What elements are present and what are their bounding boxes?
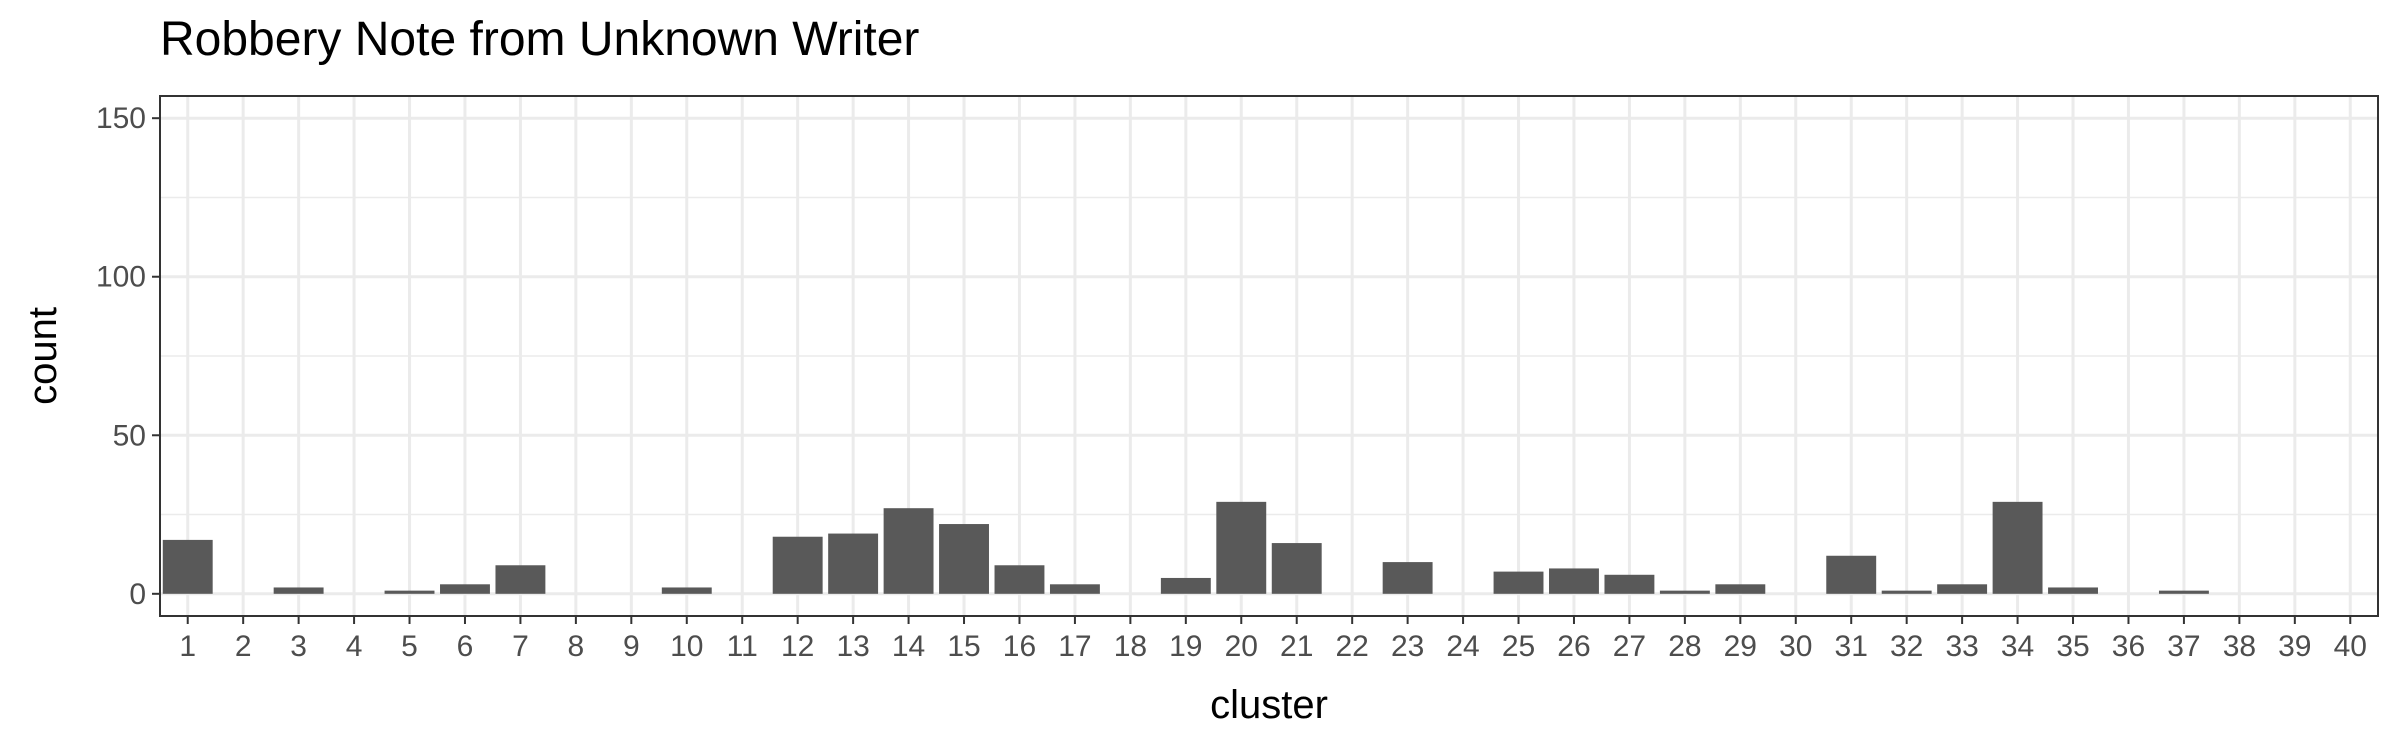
x-tick-label: 12 bbox=[781, 630, 814, 663]
x-tick-label: 33 bbox=[1945, 630, 1978, 663]
bar-cluster-37 bbox=[2158, 590, 2209, 594]
x-tick-label: 2 bbox=[235, 630, 252, 663]
x-tick-label: 26 bbox=[1557, 630, 1590, 663]
bar-cluster-16 bbox=[994, 565, 1045, 594]
bar-cluster-31 bbox=[1826, 555, 1877, 594]
x-tick-label: 15 bbox=[947, 630, 980, 663]
x-tick-label: 30 bbox=[1779, 630, 1812, 663]
x-tick-label: 40 bbox=[2334, 630, 2367, 663]
x-axis-title: cluster bbox=[1210, 683, 1328, 727]
bar-cluster-32 bbox=[1881, 590, 1932, 594]
bar-cluster-15 bbox=[939, 524, 989, 594]
x-tick-label: 19 bbox=[1169, 630, 1202, 663]
x-tick-label: 36 bbox=[2112, 630, 2145, 663]
x-tick-label: 21 bbox=[1280, 630, 1313, 663]
x-tick-label: 27 bbox=[1613, 630, 1646, 663]
bar-cluster-29 bbox=[1715, 584, 1766, 594]
bar-cluster-27 bbox=[1604, 574, 1655, 594]
bar-cluster-25 bbox=[1493, 571, 1544, 594]
bar-cluster-12 bbox=[772, 536, 823, 594]
x-tick-label: 10 bbox=[670, 630, 703, 663]
x-tick-label: 9 bbox=[623, 630, 640, 663]
x-tick-label: 7 bbox=[512, 630, 529, 663]
x-tick-label: 29 bbox=[1724, 630, 1757, 663]
x-tick-label: 32 bbox=[1890, 630, 1923, 663]
bar-cluster-3 bbox=[273, 587, 324, 594]
bar-cluster-34 bbox=[1992, 501, 2043, 594]
bar-cluster-5 bbox=[384, 590, 435, 594]
chart-title: Robbery Note from Unknown Writer bbox=[160, 13, 920, 66]
x-tick-label: 3 bbox=[290, 630, 307, 663]
x-tick-label: 4 bbox=[346, 630, 363, 663]
x-tick-label: 24 bbox=[1446, 630, 1479, 663]
y-axis-title: count bbox=[21, 307, 65, 405]
bar-cluster-20 bbox=[1216, 501, 1267, 594]
x-tick-label: 11 bbox=[727, 630, 758, 663]
bar-cluster-28 bbox=[1659, 590, 1710, 594]
x-tick-label: 25 bbox=[1502, 630, 1535, 663]
x-tick-label: 8 bbox=[568, 630, 585, 663]
x-tick-label: 13 bbox=[836, 630, 869, 663]
bar-cluster-21 bbox=[1271, 543, 1322, 594]
grid-lines bbox=[160, 96, 2378, 616]
x-tick-label: 23 bbox=[1391, 630, 1424, 663]
bar-cluster-17 bbox=[1049, 584, 1100, 594]
x-tick-label: 6 bbox=[457, 630, 474, 663]
x-tick-label: 16 bbox=[1003, 630, 1036, 663]
y-tick-label: 100 bbox=[96, 261, 146, 294]
x-tick-label: 14 bbox=[892, 630, 925, 663]
x-tick-label: 37 bbox=[2167, 630, 2200, 663]
x-tick-label: 20 bbox=[1225, 630, 1258, 663]
bar-cluster-26 bbox=[1549, 568, 1599, 594]
x-tick-label: 38 bbox=[2223, 630, 2256, 663]
x-tick-label: 31 bbox=[1835, 630, 1868, 663]
bar-cluster-35 bbox=[2048, 587, 2098, 594]
bar-cluster-14 bbox=[883, 508, 934, 594]
plot-panel-border bbox=[159, 95, 2379, 617]
bar-cluster-7 bbox=[495, 565, 546, 594]
x-tick-label: 39 bbox=[2278, 630, 2311, 663]
x-tick-label: 17 bbox=[1058, 630, 1091, 663]
bar-cluster-6 bbox=[440, 584, 490, 594]
x-tick-label: 35 bbox=[2056, 630, 2089, 663]
y-tick-label: 0 bbox=[129, 578, 146, 611]
bar-cluster-13 bbox=[828, 533, 879, 594]
x-tick-label: 1 bbox=[179, 630, 196, 663]
bar-cluster-33 bbox=[1937, 584, 1988, 594]
x-tick-label: 22 bbox=[1335, 630, 1368, 663]
bar-cluster-10 bbox=[661, 587, 712, 594]
x-tick-label: 5 bbox=[401, 630, 418, 663]
bars bbox=[162, 501, 2209, 594]
y-tick-label: 50 bbox=[113, 419, 146, 452]
x-tick-label: 34 bbox=[2001, 630, 2034, 663]
x-tick-label: 28 bbox=[1668, 630, 1701, 663]
bar-cluster-1 bbox=[162, 539, 213, 594]
bar-cluster-23 bbox=[1382, 562, 1433, 594]
x-tick-label: 18 bbox=[1114, 630, 1147, 663]
bar-cluster-19 bbox=[1160, 577, 1211, 594]
y-tick-label: 150 bbox=[96, 102, 146, 135]
